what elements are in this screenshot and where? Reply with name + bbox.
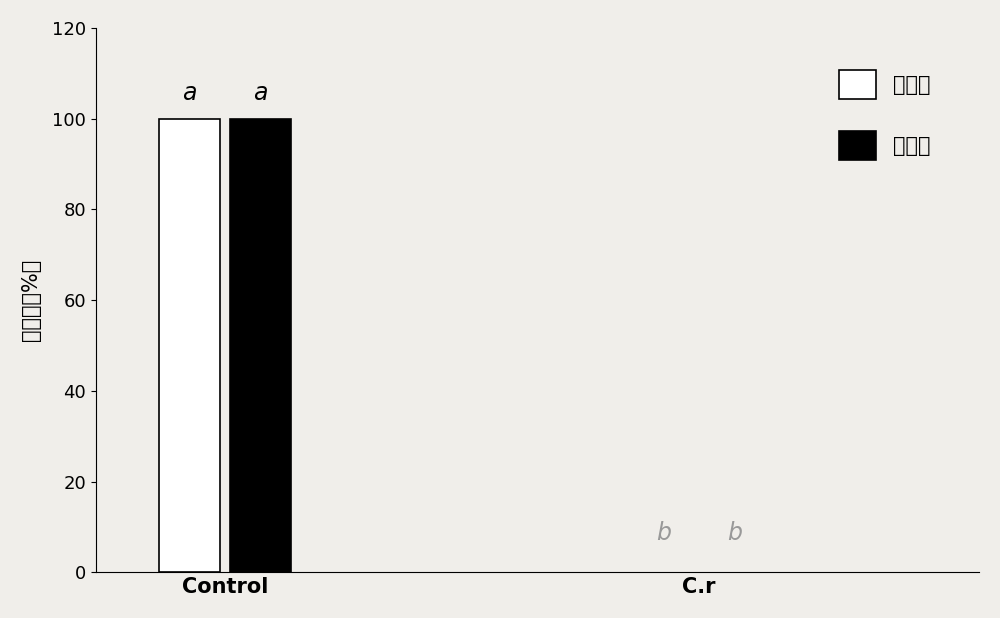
Bar (159, 119, 220, 572)
Text: a: a (182, 81, 197, 105)
Text: b: b (727, 521, 742, 545)
Text: a: a (253, 81, 268, 105)
Text: b: b (656, 521, 671, 545)
Y-axis label: 发病率（%）: 发病率（%） (21, 259, 41, 341)
Legend: 青霉病, 灰霉病: 青霉病, 灰霉病 (818, 49, 951, 181)
Bar (230, 119, 291, 572)
